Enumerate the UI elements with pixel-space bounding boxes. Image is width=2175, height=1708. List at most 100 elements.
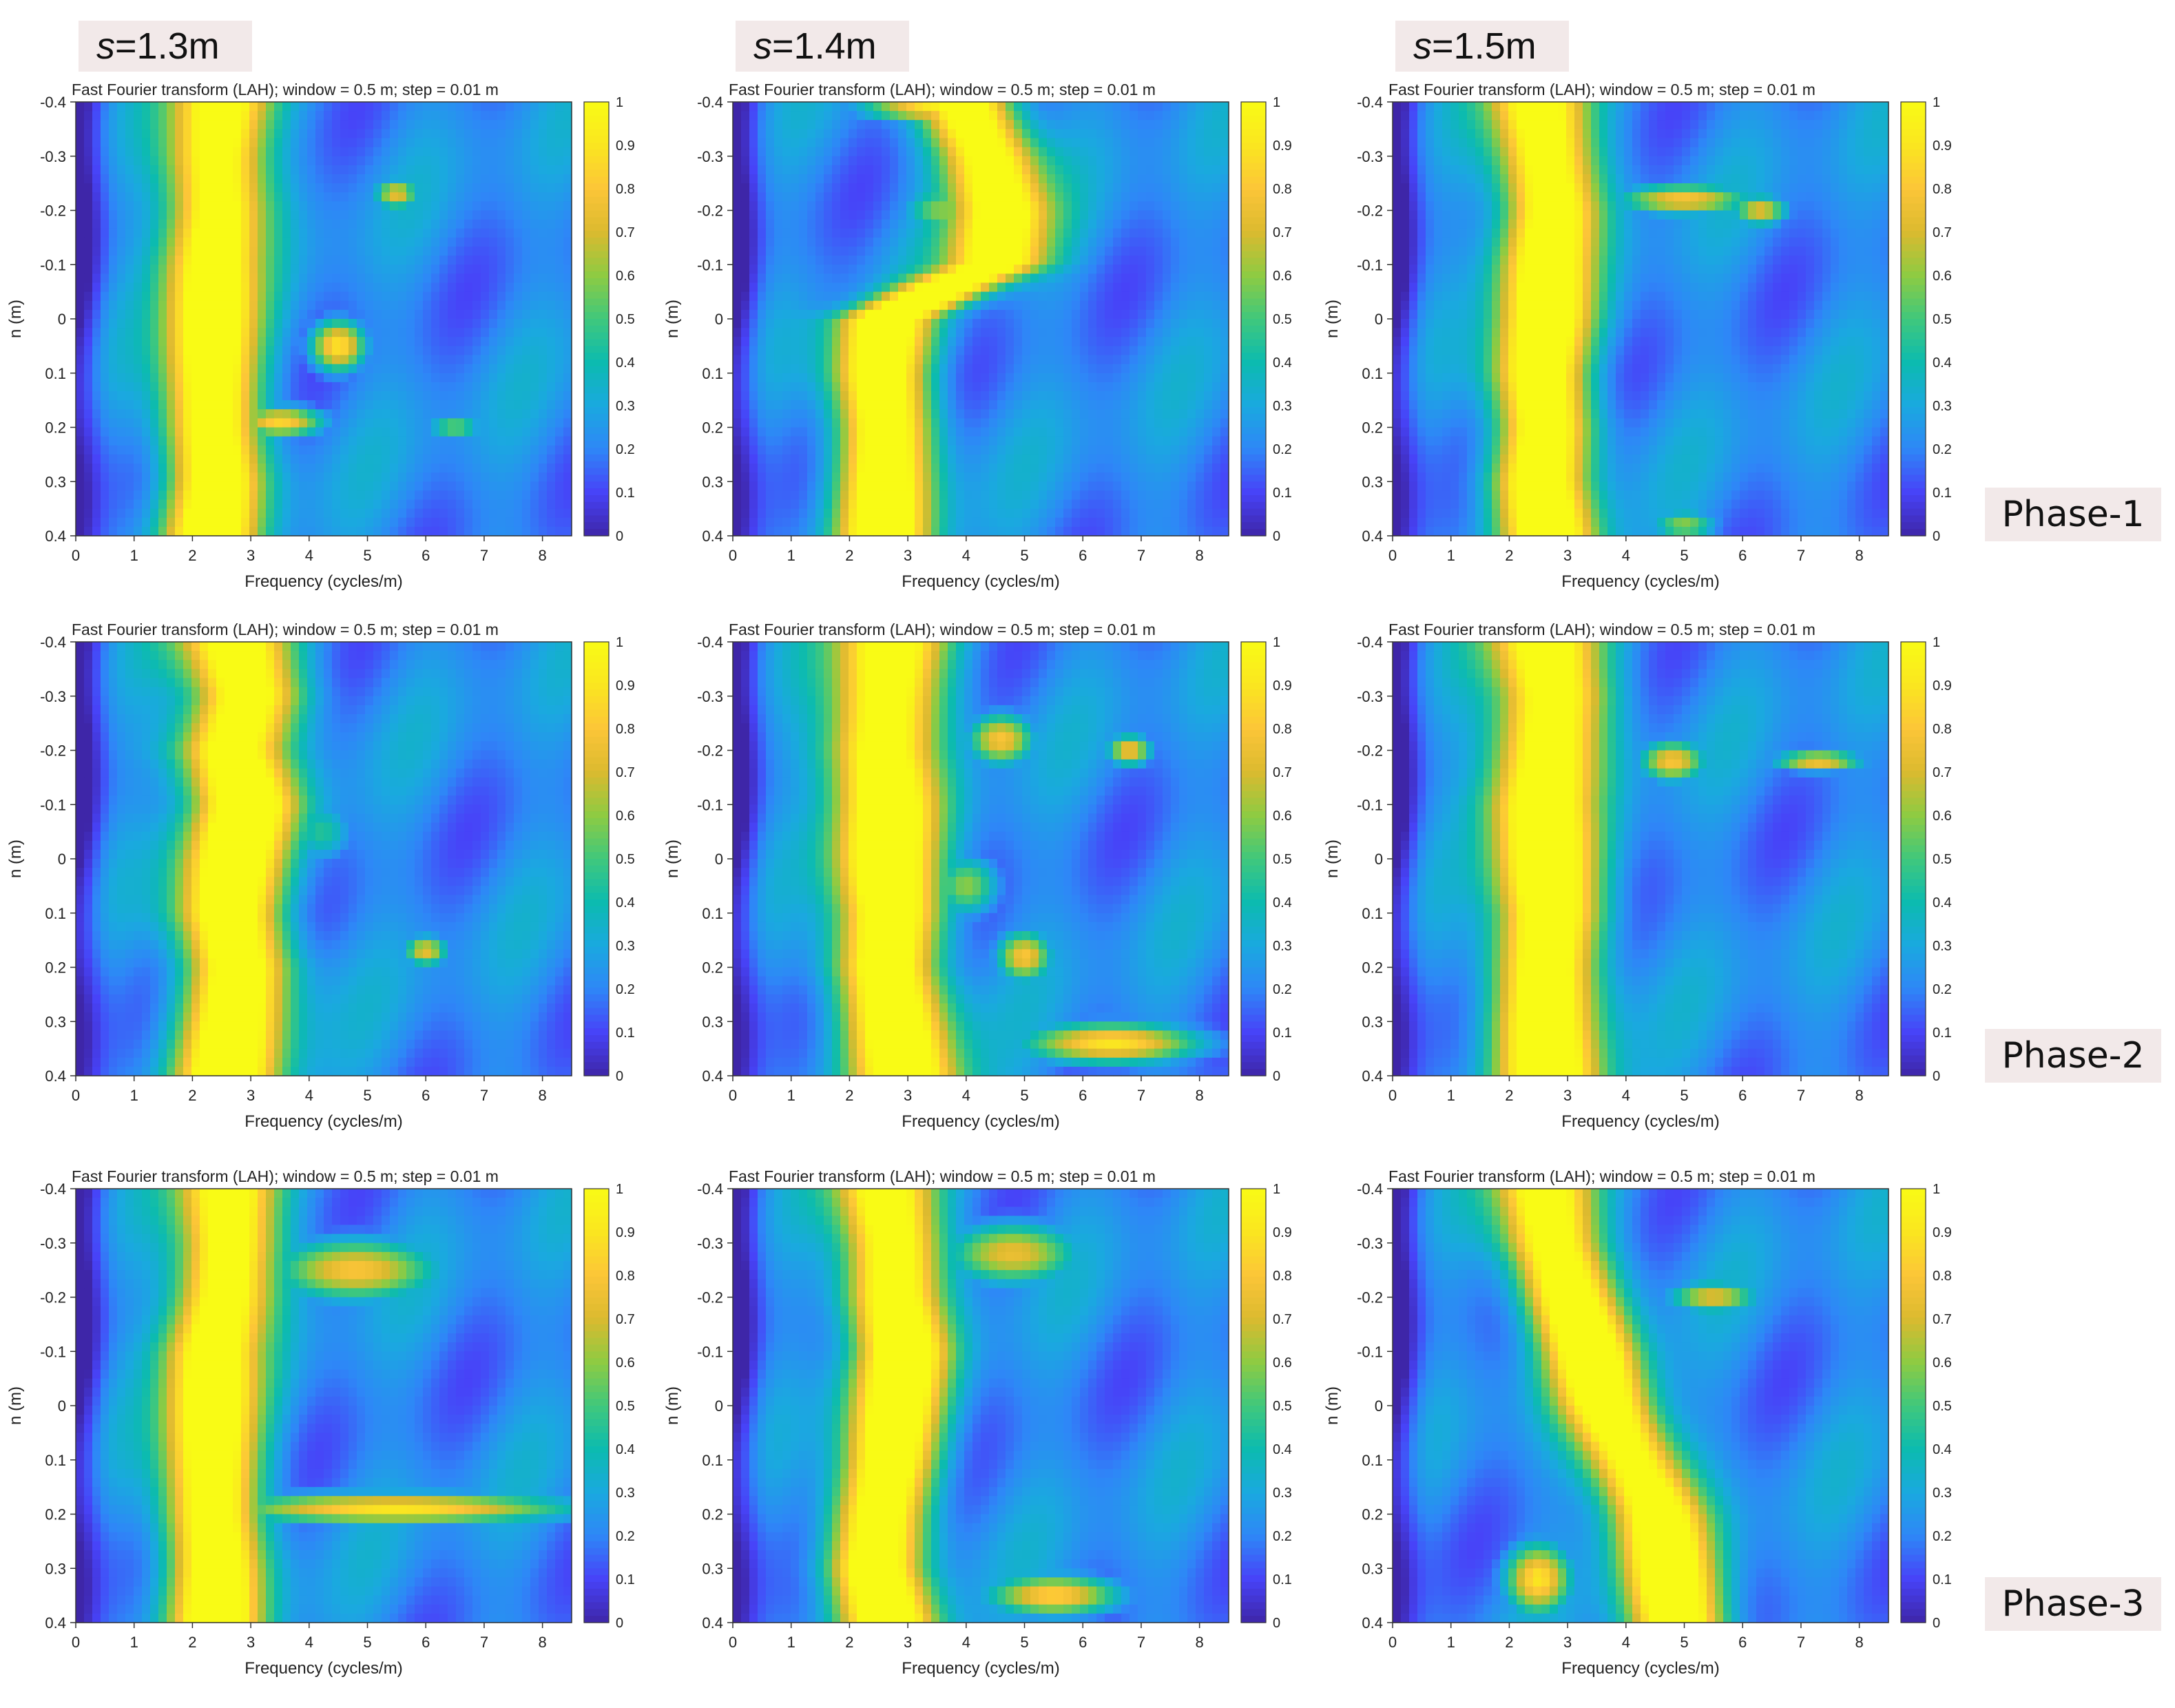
heatmap-cell bbox=[514, 319, 523, 329]
heatmap-cell bbox=[489, 472, 498, 482]
colorbar-segment bbox=[584, 298, 609, 306]
heatmap-cell bbox=[766, 219, 775, 229]
heatmap-cell bbox=[274, 364, 283, 374]
heatmap-cell bbox=[175, 291, 184, 302]
heatmap-cell bbox=[758, 111, 767, 121]
heatmap-cell bbox=[923, 102, 932, 112]
heatmap-cell bbox=[382, 165, 391, 175]
heatmap-cell bbox=[472, 256, 481, 265]
heatmap-cell bbox=[1063, 147, 1072, 157]
heatmap-cell bbox=[1063, 156, 1072, 166]
heatmap-cell bbox=[101, 391, 110, 401]
heatmap-cell bbox=[101, 192, 110, 202]
heatmap-cell bbox=[1072, 382, 1081, 392]
heatmap-cell bbox=[208, 418, 217, 428]
heatmap-cell bbox=[200, 256, 209, 265]
heatmap-cell bbox=[117, 210, 126, 220]
heatmap-cell bbox=[332, 436, 341, 446]
heatmap-cell bbox=[274, 192, 283, 202]
heatmap-cell bbox=[799, 291, 808, 302]
heatmap-cell bbox=[1047, 373, 1056, 383]
heatmap-cell bbox=[439, 490, 448, 501]
heatmap-cell bbox=[1130, 183, 1138, 193]
heatmap-cell bbox=[547, 300, 556, 311]
heatmap-cell bbox=[1088, 273, 1097, 284]
heatmap-cell bbox=[964, 355, 973, 365]
heatmap-cell bbox=[1014, 319, 1023, 329]
heatmap-cell bbox=[208, 210, 217, 220]
heatmap-cell bbox=[791, 291, 800, 302]
heatmap-cell bbox=[915, 129, 924, 139]
heatmap-cell bbox=[1121, 328, 1130, 337]
heatmap-cell bbox=[1039, 165, 1048, 175]
heatmap-cell bbox=[1006, 120, 1014, 129]
heatmap-cell bbox=[76, 165, 85, 175]
heatmap-cell bbox=[340, 219, 349, 229]
heatmap-cell bbox=[423, 219, 432, 229]
heatmap-cell bbox=[758, 273, 767, 284]
heatmap-cell bbox=[1006, 364, 1014, 374]
heatmap-cell bbox=[530, 228, 539, 238]
heatmap-cell bbox=[741, 328, 750, 337]
heatmap-cell bbox=[964, 256, 973, 265]
heatmap-cell bbox=[1138, 364, 1147, 374]
heatmap-cell bbox=[406, 201, 415, 211]
heatmap-cell bbox=[989, 102, 998, 112]
heatmap-cell bbox=[125, 111, 134, 121]
heatmap-cell bbox=[340, 427, 349, 437]
heatmap-cell bbox=[315, 174, 324, 184]
heatmap-cell bbox=[497, 120, 506, 129]
heatmap-cell bbox=[109, 499, 118, 510]
heatmap-cell bbox=[233, 120, 242, 129]
heatmap-cell bbox=[216, 472, 225, 482]
heatmap-cell bbox=[439, 192, 448, 202]
heatmap-cell bbox=[1212, 165, 1221, 175]
heatmap-cell bbox=[357, 391, 366, 401]
heatmap-cell bbox=[117, 464, 126, 473]
heatmap-cell bbox=[406, 328, 415, 337]
heatmap-cell bbox=[398, 418, 407, 428]
heatmap-cell bbox=[1204, 219, 1213, 229]
heatmap-cell bbox=[1146, 102, 1155, 112]
heatmap-cell bbox=[489, 364, 498, 374]
heatmap-cell bbox=[972, 237, 981, 247]
heatmap-cell bbox=[315, 273, 324, 284]
heatmap-cell bbox=[857, 111, 866, 121]
heatmap-cell bbox=[299, 291, 308, 302]
heatmap-cell bbox=[101, 355, 110, 365]
heatmap-cell bbox=[125, 472, 134, 482]
heatmap-cell bbox=[142, 427, 151, 437]
heatmap-cell bbox=[150, 256, 159, 265]
heatmap-cell bbox=[348, 201, 357, 211]
heatmap-cell bbox=[92, 183, 101, 193]
heatmap-cell bbox=[1063, 201, 1072, 211]
heatmap-cell bbox=[464, 264, 473, 274]
heatmap-cell bbox=[782, 346, 791, 356]
heatmap-cell bbox=[76, 319, 85, 329]
heatmap-cell bbox=[1055, 382, 1064, 392]
heatmap-cell bbox=[906, 355, 915, 365]
heatmap-cell bbox=[906, 147, 915, 157]
heatmap-cell bbox=[1014, 309, 1023, 320]
heatmap-cell bbox=[340, 319, 349, 329]
heatmap-cell bbox=[964, 328, 973, 337]
heatmap-cell bbox=[481, 165, 490, 175]
heatmap-cell bbox=[183, 309, 192, 320]
heatmap-cell bbox=[200, 481, 209, 491]
heatmap-cell bbox=[191, 464, 200, 473]
heatmap-cell bbox=[972, 192, 981, 202]
heatmap-cell bbox=[315, 300, 324, 311]
heatmap-cell bbox=[348, 192, 357, 202]
heatmap-cell bbox=[282, 165, 291, 175]
heatmap-cell bbox=[939, 319, 948, 329]
heatmap-cells bbox=[76, 102, 572, 537]
heatmap-cell bbox=[989, 237, 998, 247]
heatmap-cell bbox=[291, 418, 300, 428]
heatmap-cell bbox=[749, 102, 758, 112]
heatmap-cell bbox=[84, 228, 93, 238]
heatmap-cell bbox=[241, 490, 250, 501]
heatmap-cell bbox=[431, 508, 440, 519]
colorbar-segment bbox=[584, 196, 609, 205]
heatmap-cell bbox=[315, 102, 324, 112]
heatmap-cell bbox=[117, 282, 126, 293]
